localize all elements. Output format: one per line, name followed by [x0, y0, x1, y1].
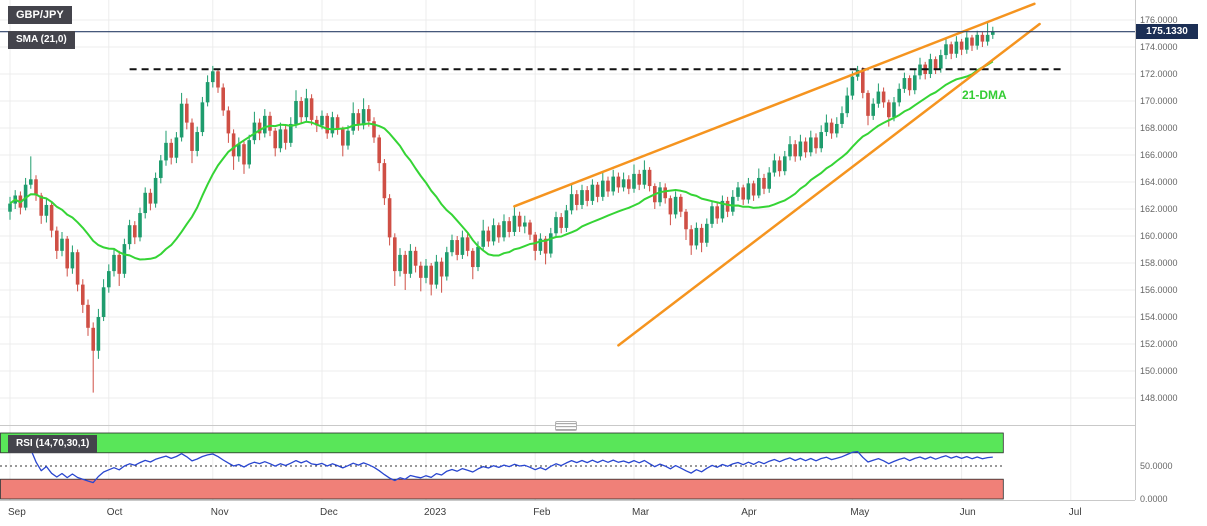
time-axis-label: Feb	[533, 507, 551, 518]
trendline-upper-channel[interactable]	[513, 2, 1036, 208]
time-axis-label: Mar	[632, 507, 650, 518]
time-axis[interactable]: Sep Oct Nov Dec 2023 Feb Mar Apr May Jun Jul	[8, 507, 1082, 518]
price-axis-label: 174.0000	[1140, 42, 1178, 52]
rsi-overbought-band	[0, 432, 1004, 454]
dma-annotation-label: 21-DMA	[962, 88, 1007, 102]
grid	[0, 0, 1135, 500]
sma-line	[9, 60, 994, 261]
trendline-lower-channel[interactable]	[617, 22, 1041, 347]
time-axis-label: Dec	[320, 507, 338, 518]
price-axis-label: 152.0000	[1140, 339, 1178, 349]
price-axis-label: 170.0000	[1140, 96, 1178, 106]
rsi-indicator-badge[interactable]: RSI (14,70,30,1)	[8, 435, 98, 453]
price-axis-label: 158.0000	[1140, 258, 1178, 268]
price-axis-label: 162.0000	[1140, 204, 1178, 214]
price-axis-label: 176.0000	[1140, 15, 1178, 25]
price-axis-label: 154.0000	[1140, 312, 1178, 322]
price-axis-label: 168.0000	[1140, 123, 1178, 133]
last-price-tag: 175.1330	[1136, 24, 1198, 39]
price-axis-label: 148.0000	[1140, 393, 1178, 403]
price-axis-label: 164.0000	[1140, 177, 1178, 187]
price-axis-label: 150.0000	[1140, 366, 1178, 376]
time-axis-label: Oct	[107, 507, 123, 518]
price-axis[interactable]: 176.0000 174.0000 172.0000 170.0000 168.0000…	[1140, 15, 1178, 504]
sma-indicator-badge[interactable]: SMA (21,0)	[8, 31, 75, 49]
rsi-axis-label: 0.0000	[1140, 494, 1168, 504]
time-axis-label: Apr	[741, 507, 757, 518]
time-axis-label: 2023	[424, 507, 447, 518]
rsi-pane	[0, 432, 1004, 500]
price-axis-label: 166.0000	[1140, 150, 1178, 160]
time-axis-label: May	[850, 507, 869, 518]
rsi-oversold-band	[0, 478, 1004, 500]
rsi-line	[25, 448, 993, 484]
price-axis-label: 160.0000	[1140, 231, 1178, 241]
rsi-axis-label: 50.0000	[1140, 461, 1173, 471]
price-axis-label: 156.0000	[1140, 285, 1178, 295]
time-axis-label: Nov	[211, 507, 229, 518]
pane-divider-handle[interactable]	[555, 421, 577, 431]
time-axis-label: Jun	[960, 507, 976, 518]
candlestick-series	[8, 21, 995, 393]
symbol-badge[interactable]: GBP/JPY	[8, 6, 72, 24]
time-axis-label: Jul	[1069, 507, 1082, 518]
time-axis-label: Sep	[8, 507, 26, 518]
price-axis-label: 172.0000	[1140, 69, 1178, 79]
